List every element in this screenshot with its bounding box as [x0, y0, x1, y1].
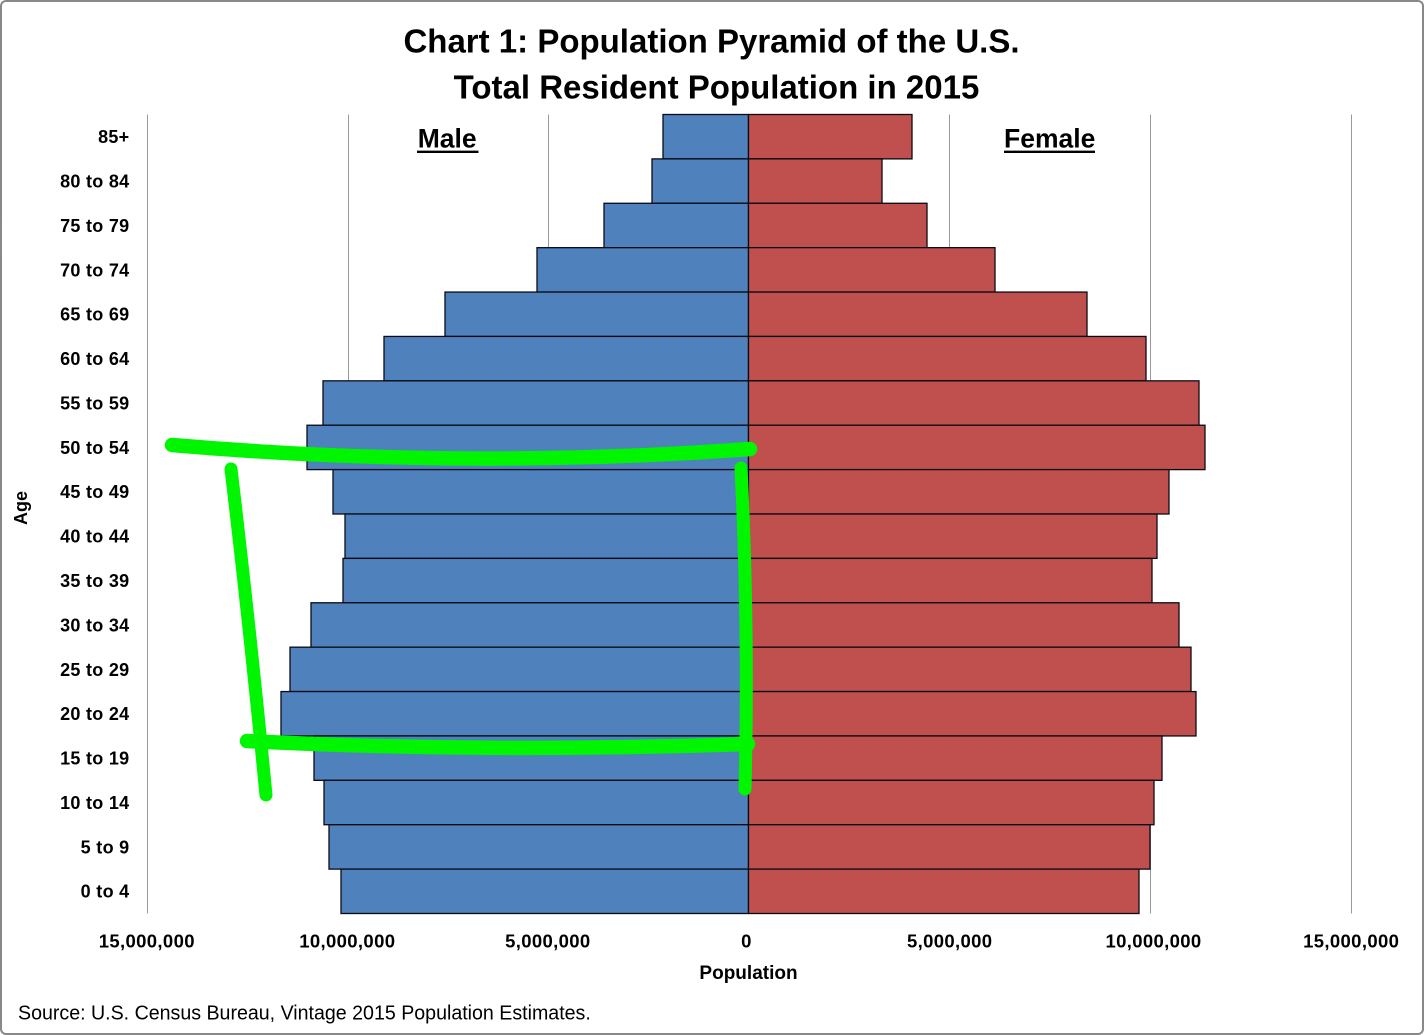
svg-text:75 to 79: 75 to 79 [60, 216, 129, 236]
svg-text:Age: Age [11, 491, 31, 525]
svg-text:80 to 84: 80 to 84 [60, 172, 129, 192]
svg-text:25 to 29: 25 to 29 [60, 660, 129, 680]
svg-text:40 to 44: 40 to 44 [60, 527, 129, 547]
svg-text:15,000,000: 15,000,000 [1303, 931, 1399, 952]
svg-text:Male: Male [418, 124, 477, 154]
svg-text:15 to 19: 15 to 19 [60, 749, 129, 769]
svg-text:Female: Female [1004, 124, 1095, 154]
svg-text:85+: 85+ [98, 127, 129, 147]
svg-text:15,000,000: 15,000,000 [99, 931, 195, 952]
svg-text:45 to 49: 45 to 49 [60, 482, 129, 502]
svg-text:Chart 1: Population Pyramid of: Chart 1: Population Pyramid of the U.S. [403, 23, 1019, 60]
svg-text:60 to 64: 60 to 64 [60, 349, 129, 369]
svg-text:Population: Population [699, 963, 797, 984]
svg-text:55 to 59: 55 to 59 [60, 393, 129, 413]
svg-text:10,000,000: 10,000,000 [299, 931, 395, 952]
svg-text:Source: U.S. Census Bureau, Vi: Source: U.S. Census Bureau, Vintage 2015… [18, 1002, 591, 1024]
svg-text:70 to 74: 70 to 74 [60, 260, 129, 280]
svg-text:30 to 34: 30 to 34 [60, 615, 129, 635]
svg-text:5 to 9: 5 to 9 [81, 837, 130, 857]
svg-text:5,000,000: 5,000,000 [505, 931, 590, 952]
svg-text:10,000,000: 10,000,000 [1105, 931, 1201, 952]
svg-text:20 to 24: 20 to 24 [60, 704, 129, 724]
svg-text:65 to 69: 65 to 69 [60, 305, 129, 325]
svg-text:0: 0 [741, 931, 752, 952]
svg-text:50 to 54: 50 to 54 [60, 438, 129, 458]
svg-text:10 to 14: 10 to 14 [60, 793, 129, 813]
svg-text:0 to 4: 0 to 4 [81, 882, 130, 902]
svg-text:5,000,000: 5,000,000 [907, 931, 992, 952]
svg-text:35 to 39: 35 to 39 [60, 571, 129, 591]
svg-text:Total Resident Population in 2: Total Resident Population in 2015 [454, 69, 980, 106]
